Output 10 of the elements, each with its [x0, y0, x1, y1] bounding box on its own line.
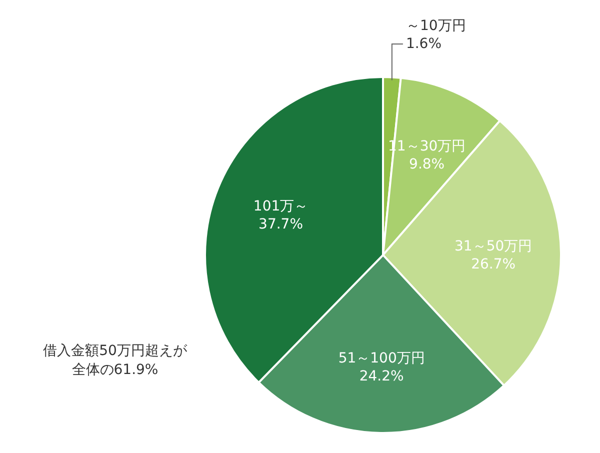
slice-label: 101万～ — [253, 198, 308, 214]
data-label: 1.6% — [406, 36, 442, 52]
slice-label: 31～50万円 — [454, 238, 532, 254]
data-label: 9.8% — [409, 156, 445, 173]
data-label: 26.7% — [471, 256, 516, 272]
slice-label: 51～100万円 — [338, 350, 425, 366]
data-label: 37.7% — [258, 216, 304, 232]
text: 借入金額50万円超えが全体の61.9% — [43, 343, 188, 378]
data-label: 24.2% — [359, 368, 404, 384]
slice-label: ～10万円 — [406, 18, 466, 34]
